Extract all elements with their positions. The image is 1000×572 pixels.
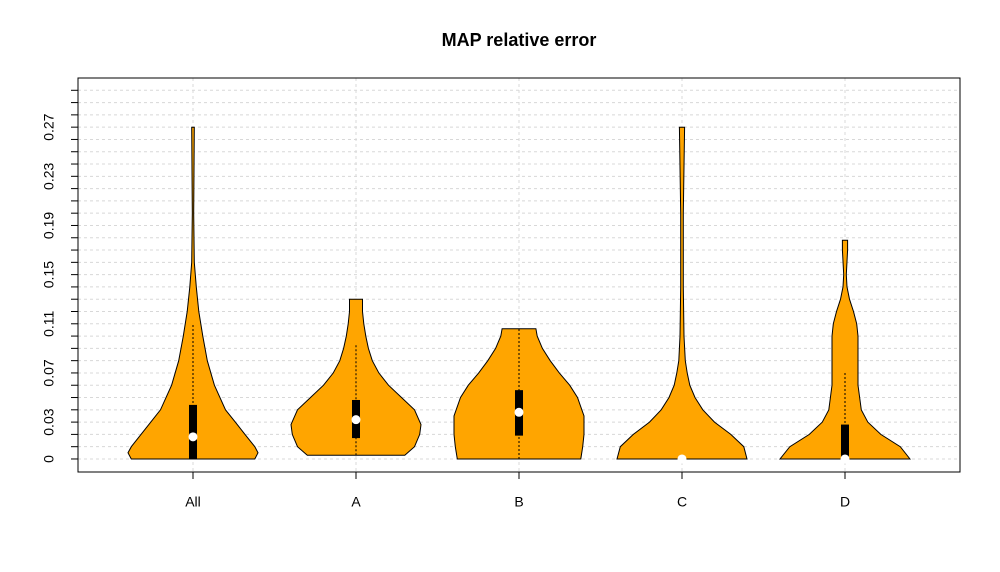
y-tick-label: 0.03	[41, 408, 57, 435]
y-tick-label: 0.11	[41, 310, 57, 336]
y-tick-label: 0	[41, 455, 57, 463]
y-tick-label: 0.23	[41, 162, 57, 189]
y-tick-label: 0.07	[41, 359, 57, 386]
median	[514, 407, 524, 417]
plot-frame	[77, 77, 961, 473]
box	[189, 404, 197, 459]
x-tick-label: C	[677, 494, 687, 510]
median	[188, 432, 198, 442]
x-tick-label: A	[351, 494, 361, 510]
y-tick-label: 0.19	[41, 212, 57, 239]
violin	[127, 126, 259, 460]
median	[351, 415, 361, 425]
chart-title: MAP relative error	[442, 30, 597, 50]
x-tick-label: All	[185, 494, 201, 510]
y-tick-label: 0.27	[41, 113, 57, 140]
median	[677, 454, 687, 464]
y-tick-label: 0.15	[41, 261, 57, 288]
violin	[778, 239, 912, 460]
x-tick-label: B	[514, 494, 523, 510]
violin	[290, 298, 422, 456]
violin	[616, 126, 748, 460]
x-tick-label: D	[840, 494, 850, 510]
box	[841, 424, 849, 459]
median	[840, 454, 850, 464]
